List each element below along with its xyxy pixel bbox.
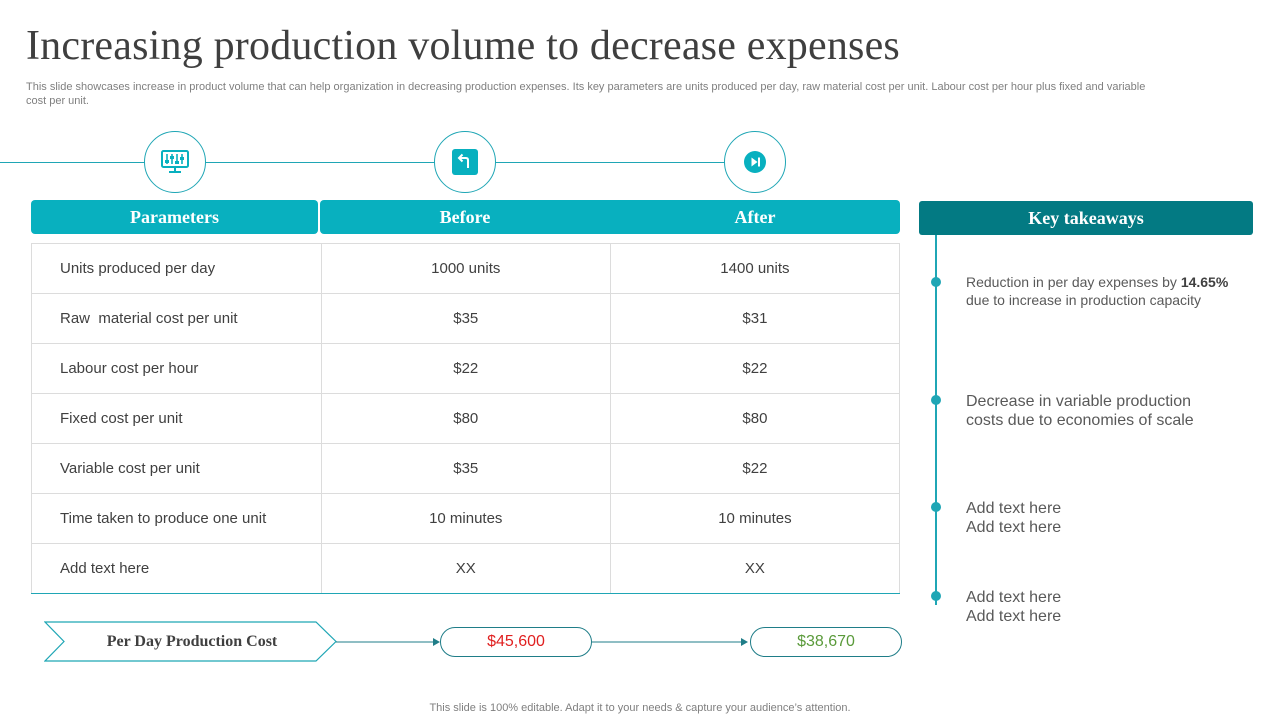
takeaway-2: Decrease in variable production costs du…: [966, 392, 1256, 430]
table-row: Raw material cost per unit $35 $31: [31, 293, 901, 344]
before-cell: $35: [320, 293, 611, 344]
header-before-after: Before After: [320, 200, 900, 234]
before-cell: 10 minutes: [320, 493, 611, 544]
table-row: Variable cost per unit $35 $22: [31, 443, 901, 494]
table-row: Units produced per day 1000 units 1400 u…: [31, 243, 901, 294]
before-icon-circle: [434, 131, 496, 193]
table-row: Add text here XX XX: [31, 543, 901, 594]
before-cell: 1000 units: [320, 243, 611, 294]
after-cost-value: $38,670: [750, 627, 902, 657]
takeaway-3-line2: Add text here: [966, 519, 1062, 536]
parameter-cell: Units produced per day: [31, 243, 322, 294]
takeaway-4-line1: Add text here: [966, 589, 1062, 606]
after-cell: $31: [609, 293, 901, 344]
before-cost-value: $45,600: [440, 627, 592, 657]
table-row: Fixed cost per unit $80 $80: [31, 393, 901, 444]
after-cell: $22: [609, 443, 901, 494]
takeaway-bullet-icon: [931, 277, 941, 287]
next-track-icon: [744, 151, 766, 173]
after-cell: XX: [609, 543, 901, 594]
takeaway-bullet-icon: [931, 502, 941, 512]
takeaway-1-text: Reduction in per day expenses by: [966, 274, 1181, 290]
after-cell: $80: [609, 393, 901, 444]
parameters-table: Units produced per day 1000 units 1400 u…: [31, 243, 901, 594]
parameter-cell: Raw material cost per unit: [31, 293, 322, 344]
takeaway-bullet-icon: [931, 591, 941, 601]
turn-back-arrow-icon: [452, 149, 478, 175]
header-before: Before: [439, 206, 491, 227]
table-row: Time taken to produce one unit 10 minute…: [31, 493, 901, 544]
takeaway-bullet-icon: [931, 395, 941, 405]
before-cell: $80: [320, 393, 611, 444]
parameter-cell: Fixed cost per unit: [31, 393, 322, 444]
takeaways-timeline: [935, 235, 937, 605]
cost-label-chevron: [44, 621, 337, 662]
slide-footer: This slide is 100% editable. Adapt it to…: [429, 702, 851, 714]
slide-title: Increasing production volume to decrease…: [26, 23, 900, 69]
header-after: After: [734, 206, 776, 227]
takeaway-1-text-cont: due to increase in production capacity: [966, 292, 1202, 308]
parameter-cell: Labour cost per hour: [31, 343, 322, 394]
slide-subtitle: This slide showcases increase in product…: [26, 81, 1146, 107]
arrow-to-before-icon: [336, 638, 440, 646]
after-cell: 1400 units: [609, 243, 901, 294]
parameter-cell: Time taken to produce one unit: [31, 493, 322, 544]
takeaway-3: Add text here Add text here: [966, 499, 1256, 537]
before-cell: $22: [320, 343, 611, 394]
parameter-cell: Add text here: [31, 543, 322, 594]
before-cell: $35: [320, 443, 611, 494]
takeaway-4-line2: Add text here: [966, 608, 1062, 625]
table-row: Labour cost per hour $22 $22: [31, 343, 901, 394]
takeaway-1-highlight: 14.65%: [1180, 274, 1229, 290]
parameter-cell: Variable cost per unit: [31, 443, 322, 494]
key-takeaways-header: Key takeaways: [919, 201, 1253, 235]
timeline-line: [0, 162, 785, 163]
after-cell: $22: [609, 343, 901, 394]
cost-label: Per Day Production Cost: [106, 632, 278, 650]
takeaway-2-line2: costs due to economies of scale: [966, 412, 1194, 429]
after-icon-circle: [724, 131, 786, 193]
control-panel-icon: [161, 150, 189, 174]
parameters-icon-circle: [144, 131, 206, 193]
takeaway-3-line1: Add text here: [966, 500, 1062, 517]
takeaway-4: Add text here Add text here: [966, 588, 1256, 626]
after-cell: 10 minutes: [609, 493, 901, 544]
takeaway-2-line1: Decrease in variable production: [966, 393, 1192, 410]
before-cell: XX: [320, 543, 611, 594]
arrow-to-after-icon: [592, 638, 748, 646]
takeaway-1: Reduction in per day expenses by 14.65% …: [966, 273, 1256, 309]
header-parameters: Parameters: [31, 200, 318, 234]
